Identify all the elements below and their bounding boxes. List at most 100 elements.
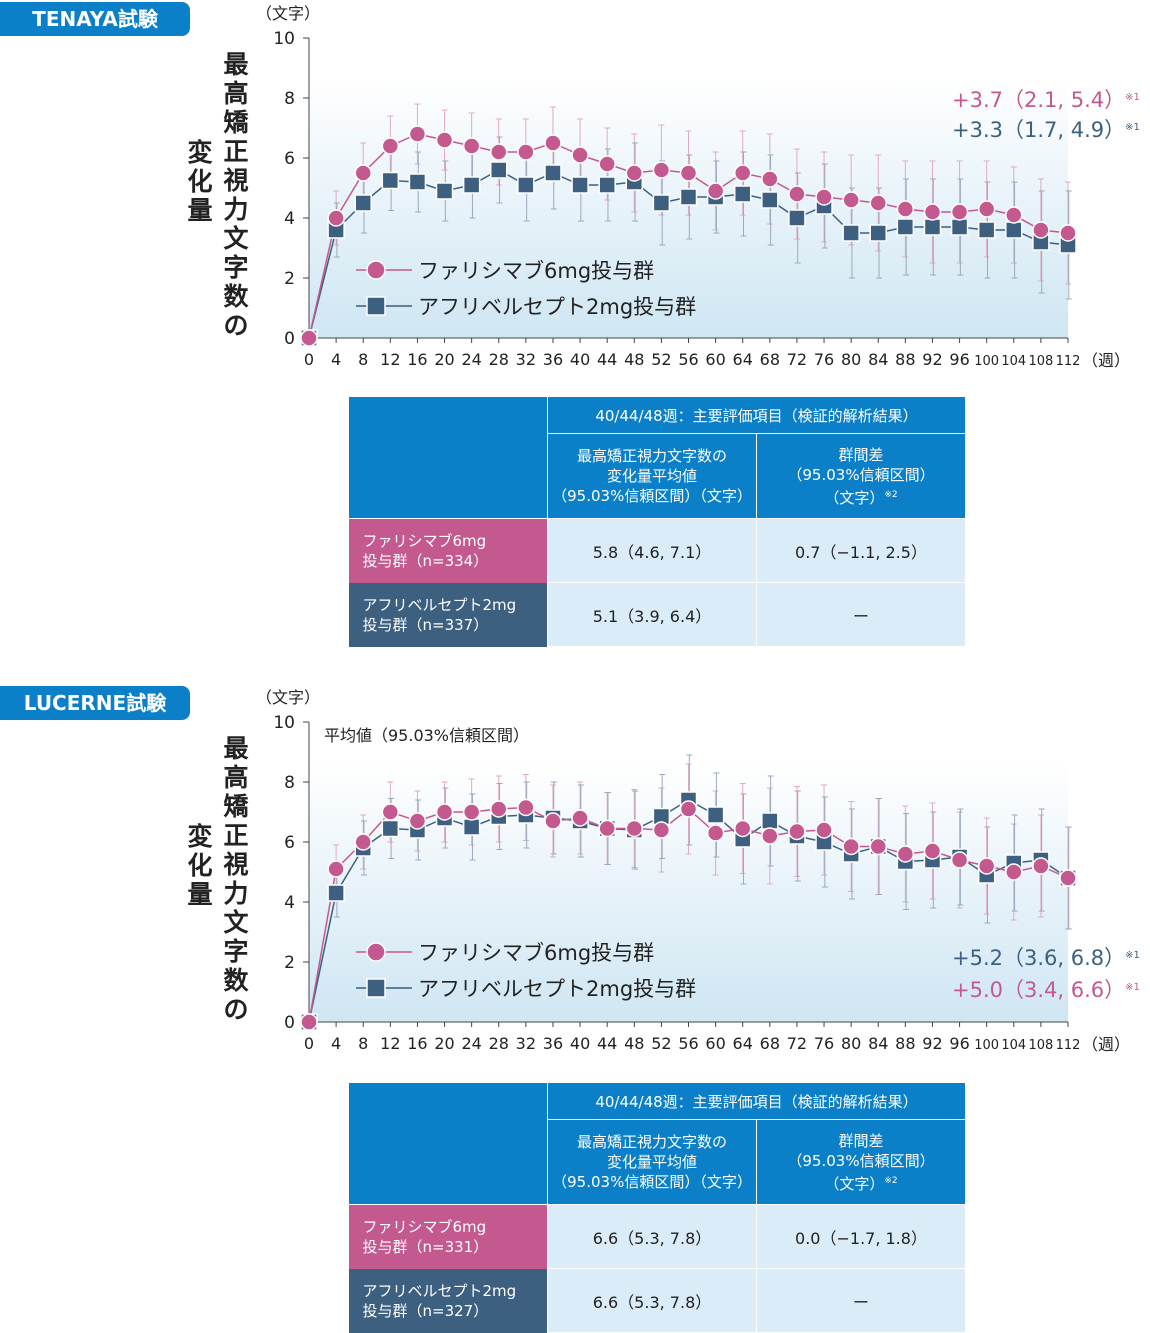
table-header-col2: 群間差 （95.03%信頼区間） （文字）※2: [756, 1119, 966, 1205]
results-table: 40/44/48週：主要評価項目（検証的解析結果） 最高矯正視力文字数の 変化量…: [348, 396, 966, 647]
x-tick-label: 92: [922, 350, 942, 369]
x-tick-label: 20: [434, 1034, 454, 1053]
data-point-faricimab: [544, 134, 562, 152]
y-tick-label: 8: [284, 773, 295, 793]
data-point-faricimab: [571, 809, 589, 827]
y-axis-label-part2: 変化量: [187, 822, 213, 909]
header-line: 変化量平均値: [606, 1153, 697, 1171]
data-point-faricimab: [733, 164, 752, 182]
row-diff: 0.0（−1.7, 1.8）: [756, 1204, 966, 1269]
data-point-faricimab: [435, 131, 454, 149]
annotation-text: +5.0（3.4, 6.6）: [952, 978, 1126, 1002]
row-label: ファリシマブ6mg 投与群（n=334）: [348, 518, 548, 583]
x-tick-label: 28: [489, 350, 509, 369]
header-text: （文字）: [824, 488, 885, 507]
x-tick-label: 16: [407, 350, 427, 369]
data-point-aflibercept: [896, 218, 915, 236]
table-header-col1: 最高矯正視力文字数の 変化量平均値 （95.03%信頼区間）（文字）: [547, 1119, 757, 1205]
x-tick-label: 44: [597, 350, 617, 369]
data-point-faricimab: [788, 822, 806, 841]
x-tick-label: 28: [489, 1034, 509, 1053]
data-point-faricimab: [815, 821, 833, 839]
y-unit-label: （文字）: [256, 688, 321, 707]
data-point-faricimab: [598, 155, 616, 173]
annotation-series-2: +5.0（3.4, 6.6）※1: [952, 978, 1140, 1002]
data-point-faricimab: [327, 209, 345, 227]
data-point-aflibercept: [1005, 221, 1023, 239]
header-line: 最高矯正視力文字数の: [576, 1133, 727, 1151]
x-tick-label: 56: [678, 350, 698, 369]
data-point-faricimab: [490, 143, 508, 161]
x-tick-label: 44: [597, 1034, 617, 1053]
data-point-faricimab: [950, 851, 969, 869]
row-value: 6.6（5.3, 7.8）: [547, 1268, 757, 1333]
x-unit-label: （週）: [1082, 1035, 1131, 1054]
data-point-aflibercept: [869, 224, 887, 242]
data-point-faricimab: [354, 164, 372, 182]
data-point-aflibercept: [490, 161, 508, 179]
row-label: アフリベルセプト2mg 投与群（n=337）: [348, 582, 548, 647]
x-tick-label: 72: [787, 1034, 807, 1053]
x-tick-label: 68: [760, 350, 780, 369]
x-tick-label: 16: [407, 1034, 427, 1053]
table-row: アフリベルセプト2mg 投与群（n=337） 5.1（3.9, 6.4） ー: [348, 582, 966, 647]
legend-label: アフリベルセプト2mg投与群: [418, 977, 697, 1001]
row-label-line: ファリシマブ6mg: [362, 1217, 487, 1236]
y-tick-label: 2: [284, 953, 295, 973]
row-diff: 0.7（−1.1, 2.5）: [756, 518, 966, 583]
table-corner: [348, 1082, 548, 1205]
data-point-faricimab: [842, 837, 860, 856]
y-axis-label-part1: 最高矯正視力文字数の: [223, 734, 249, 1024]
x-tick-label: 108: [1028, 354, 1053, 369]
data-point-aflibercept: [462, 176, 481, 194]
x-tick-label: 88: [895, 1034, 915, 1053]
y-axis-label-line2: 変化量: [182, 822, 218, 909]
x-tick-label: 104: [1001, 1038, 1026, 1053]
header-line: （95.03%信頼区間）（文字）: [552, 487, 752, 505]
x-tick-label: 12: [380, 1034, 400, 1053]
data-point-faricimab: [408, 125, 427, 143]
data-point-aflibercept: [679, 188, 698, 206]
x-tick-label: 84: [868, 350, 888, 369]
x-tick-label: 4: [331, 350, 341, 369]
x-tick-label: 56: [678, 1034, 698, 1053]
table-header-top: 40/44/48週：主要評価項目（検証的解析結果）: [547, 396, 966, 434]
x-tick-label: 12: [380, 350, 400, 369]
y-axis-label-part1: 最高矯正視力文字数の: [223, 50, 249, 340]
x-tick-label: 24: [461, 350, 481, 369]
data-point-aflibercept: [327, 884, 345, 902]
data-point-faricimab: [1032, 857, 1050, 875]
data-point-aflibercept: [950, 218, 969, 236]
x-tick-label: 48: [624, 1034, 644, 1053]
x-tick-label: 60: [705, 1034, 725, 1053]
x-tick-label: 0: [304, 350, 314, 369]
data-point-faricimab: [327, 860, 345, 878]
results-table: 40/44/48週：主要評価項目（検証的解析結果） 最高矯正視力文字数の 変化量…: [348, 1082, 966, 1333]
y-tick-label: 6: [284, 149, 295, 169]
row-label-line: 投与群（n=337）: [362, 615, 489, 634]
x-tick-label: 80: [841, 1034, 861, 1053]
row-value: 5.8（4.6, 7.1）: [547, 518, 757, 583]
x-tick-label: 96: [949, 1034, 969, 1053]
data-point-faricimab: [896, 200, 915, 218]
data-point-faricimab: [1059, 224, 1077, 242]
data-point-faricimab: [381, 137, 400, 155]
data-point-faricimab: [571, 146, 589, 164]
x-tick-label: 40: [570, 1034, 590, 1053]
x-tick-label: 20: [434, 350, 454, 369]
x-tick-label: 36: [543, 350, 563, 369]
y-tick-label: 4: [284, 893, 295, 913]
data-point-aflibercept: [761, 191, 779, 209]
x-tick-label: 8: [358, 1034, 368, 1053]
x-tick-label: 108: [1028, 1038, 1053, 1053]
data-point-faricimab: [923, 203, 942, 221]
x-tick-label: 32: [516, 1034, 536, 1053]
row-diff: ー: [756, 1268, 966, 1333]
header-line: 変化量平均値: [606, 467, 697, 485]
annotation-text: +5.2（3.6, 6.8）: [952, 946, 1126, 970]
trial-badge: TENAYA試験: [0, 2, 190, 36]
data-point-aflibercept: [462, 818, 481, 836]
y-tick-label: 6: [284, 833, 295, 853]
square-marker-icon: [356, 978, 412, 998]
